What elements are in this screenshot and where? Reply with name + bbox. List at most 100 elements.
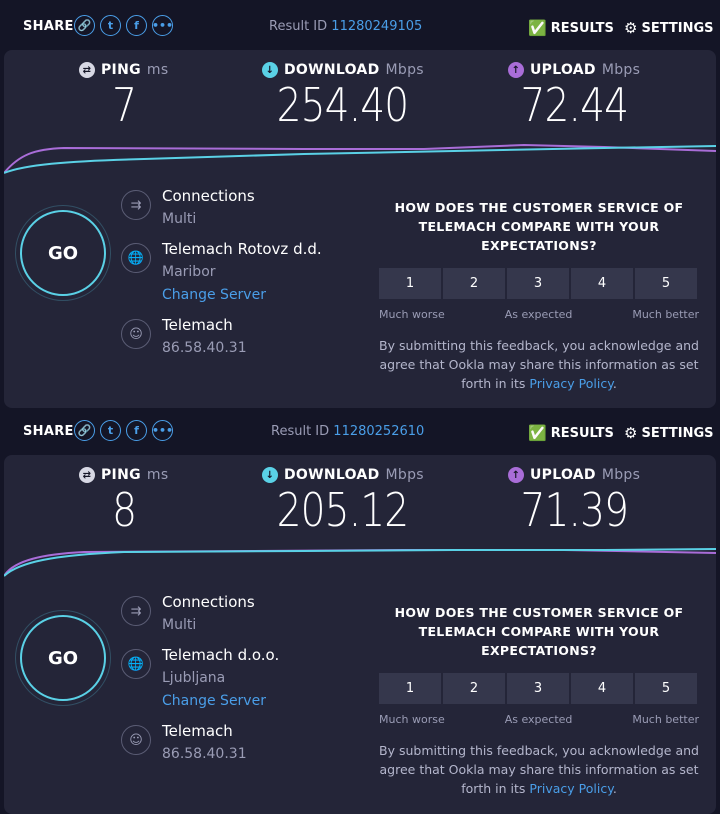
more-icon[interactable]: ••• xyxy=(152,420,173,441)
share-label: SHARE xyxy=(23,424,74,439)
go-button[interactable]: GO xyxy=(20,210,106,296)
rating-option[interactable]: 5 xyxy=(635,268,697,299)
ping-label: PING xyxy=(101,62,141,78)
share-icons: 🔗 t f ••• xyxy=(74,420,173,441)
more-icon[interactable]: ••• xyxy=(152,15,173,36)
results-label: RESULTS xyxy=(550,425,614,441)
server-name: Telemach d.o.o. xyxy=(162,646,280,664)
gear-icon: ⚙ xyxy=(624,424,638,442)
privacy-policy-link[interactable]: Privacy Policy xyxy=(529,781,613,796)
speed-graph xyxy=(4,143,716,174)
twitter-icon[interactable]: t xyxy=(100,15,121,36)
rating-scale-labels: Much worse As expected Much better xyxy=(379,713,699,726)
rating-option[interactable]: 1 xyxy=(379,673,441,704)
upload-label: UPLOAD xyxy=(530,467,596,483)
server-name: Telemach Rotovz d.d. xyxy=(162,240,322,258)
upload-icon: ↑ xyxy=(508,467,524,483)
link-icon[interactable]: 🔗 xyxy=(74,420,95,441)
rating-low-label: Much worse xyxy=(379,308,445,321)
connections-value: Multi xyxy=(162,211,197,227)
connections-icon: ⇉ xyxy=(121,190,151,220)
download-label: DOWNLOAD xyxy=(284,62,380,78)
isp-name: Telemach xyxy=(162,316,233,334)
result-id-label: Result ID xyxy=(269,19,328,34)
upload-value: 72.44 xyxy=(520,78,629,132)
rating-high-label: Much better xyxy=(632,308,699,321)
link-icon[interactable]: 🔗 xyxy=(74,15,95,36)
survey-question: HOW DOES THE CUSTOMER SERVICE OF TELEMAC… xyxy=(394,605,684,658)
result-id-link[interactable]: 11280252610 xyxy=(333,424,425,439)
results-button[interactable]: ✅ RESULTS xyxy=(528,19,614,37)
rating-option[interactable]: 2 xyxy=(443,268,505,299)
rating-option[interactable]: 1 xyxy=(379,268,441,299)
ping-value: 8 xyxy=(111,483,137,537)
upload-icon: ↑ xyxy=(508,62,524,78)
result-id-link[interactable]: 11280249105 xyxy=(331,19,423,34)
connections-icon: ⇉ xyxy=(121,596,151,626)
speedtest-result: SHARE 🔗 t f ••• Result ID 11280252610 ✅ … xyxy=(0,405,720,814)
connections-title: Connections xyxy=(162,187,255,205)
facebook-icon[interactable]: f xyxy=(126,15,147,36)
results-button[interactable]: ✅ RESULTS xyxy=(528,424,614,442)
upload-label: UPLOAD xyxy=(530,62,596,78)
upload-value: 71.39 xyxy=(520,483,629,537)
result-header: SHARE 🔗 t f ••• Result ID 11280252610 ✅ … xyxy=(0,405,720,453)
facebook-icon[interactable]: f xyxy=(126,420,147,441)
download-metric: ↓ DOWNLOAD Mbps 205.12 xyxy=(262,467,424,535)
ping-value: 7 xyxy=(111,78,137,132)
result-id-label: Result ID xyxy=(271,424,330,439)
download-value: 205.12 xyxy=(277,483,410,537)
rating-option[interactable]: 5 xyxy=(635,673,697,704)
survey-disclaimer: By submitting this feedback, you acknowl… xyxy=(379,336,699,393)
ping-icon: ⇄ xyxy=(79,467,95,483)
rating-option[interactable]: 3 xyxy=(507,268,569,299)
rating-low-label: Much worse xyxy=(379,713,445,726)
go-button[interactable]: GO xyxy=(20,615,106,701)
download-unit: Mbps xyxy=(385,467,424,483)
ping-unit: ms xyxy=(146,467,169,483)
change-server-link[interactable]: Change Server xyxy=(162,693,266,709)
settings-button[interactable]: ⚙ SETTINGS xyxy=(624,424,713,442)
result-panel: ⇄ PING ms 8 ↓ DOWNLOAD Mbps 205.12 ↑ UPL… xyxy=(4,455,716,814)
survey-disclaimer: By submitting this feedback, you acknowl… xyxy=(379,741,699,798)
results-label: RESULTS xyxy=(550,20,614,36)
rating-option[interactable]: 2 xyxy=(443,673,505,704)
rating-mid-label: As expected xyxy=(504,713,573,726)
twitter-icon[interactable]: t xyxy=(100,420,121,441)
change-server-link[interactable]: Change Server xyxy=(162,287,266,303)
upload-unit: Mbps xyxy=(601,467,641,483)
globe-icon: 🌐 xyxy=(121,243,151,273)
ping-icon: ⇄ xyxy=(79,62,95,78)
settings-label: SETTINGS xyxy=(641,20,714,36)
share-label: SHARE xyxy=(23,19,74,34)
feedback-survey: HOW DOES THE CUSTOMER SERVICE OF TELEMAC… xyxy=(379,603,699,798)
rating-scale: 1 2 3 4 5 xyxy=(379,673,699,704)
settings-button[interactable]: ⚙ SETTINGS xyxy=(624,19,713,37)
isp-ip: 86.58.40.31 xyxy=(162,746,247,762)
share-icons: 🔗 t f ••• xyxy=(74,15,173,36)
privacy-policy-link[interactable]: Privacy Policy xyxy=(529,376,613,391)
upload-metric: ↑ UPLOAD Mbps 71.39 xyxy=(508,467,640,535)
rating-option[interactable]: 4 xyxy=(571,673,633,704)
download-metric: ↓ DOWNLOAD Mbps 254.40 xyxy=(262,62,424,130)
check-circle-icon: ✅ xyxy=(528,424,547,442)
disclaimer-text: By submitting this feedback, you acknowl… xyxy=(379,338,699,391)
user-icon: ☺ xyxy=(121,319,151,349)
user-icon: ☺ xyxy=(121,725,151,755)
ping-unit: ms xyxy=(146,62,169,78)
rating-option[interactable]: 3 xyxy=(507,673,569,704)
globe-icon: 🌐 xyxy=(121,649,151,679)
download-graph-line xyxy=(4,145,716,174)
upload-graph-line xyxy=(4,143,716,174)
download-icon: ↓ xyxy=(262,62,278,78)
rating-option[interactable]: 4 xyxy=(571,268,633,299)
download-unit: Mbps xyxy=(385,62,424,78)
isp-ip: 86.58.40.31 xyxy=(162,340,247,356)
disclaimer-end: . xyxy=(612,376,617,391)
result-panel: ⇄ PING ms 7 ↓ DOWNLOAD Mbps 254.40 ↑ UPL… xyxy=(4,50,716,408)
rating-mid-label: As expected xyxy=(504,308,573,321)
rating-scale-labels: Much worse As expected Much better xyxy=(379,308,699,321)
result-id: Result ID 11280249105 xyxy=(269,19,422,34)
connections-value: Multi xyxy=(162,617,197,633)
download-graph-line xyxy=(4,548,716,577)
